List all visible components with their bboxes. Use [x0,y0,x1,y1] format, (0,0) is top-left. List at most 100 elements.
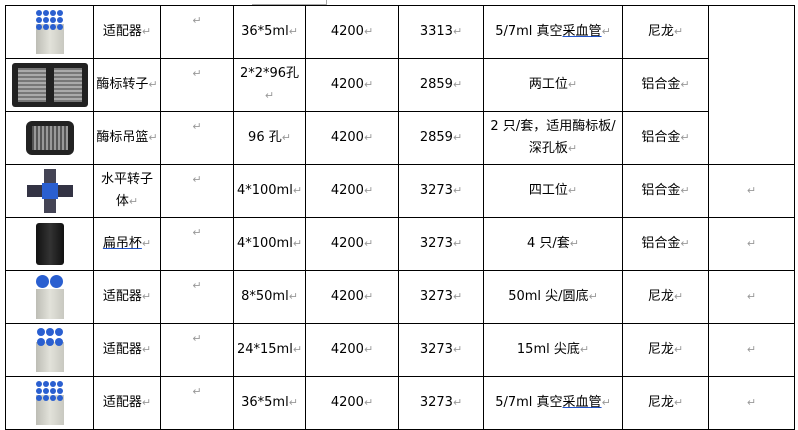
paragraph-mark-icon: ↵ [601,25,611,38]
tube-cap [43,24,49,30]
paragraph-mark-icon: ↵ [673,25,684,38]
tube-cap [43,381,49,387]
tube-cap [36,10,42,16]
material: 尼龙 [647,342,674,357]
flat-bucket-image [35,223,64,265]
capacity: 8*50ml [241,289,289,304]
capacity: 36*5ml [241,395,289,410]
paragraph-mark-icon: ↵ [292,184,303,197]
max-rcf: 3273 [419,342,453,357]
tube-cap [50,17,56,23]
product-name-cell: 酶标吊篮↵ [93,111,161,165]
description-cell: 5/7ml 真空采血管↵ [483,376,623,430]
max-speed-cell: 4200↵ [305,217,399,271]
blank-cell: ↵ [160,164,234,218]
material-cell: 铝合金↵ [622,164,709,218]
table-row: 水平转子体↵ ↵ 4*100ml↵ 4200↵ 3273↵ 四工位↵ 铝合金↵ ↵ [5,164,795,218]
max-speed-cell: 4200↵ [305,376,399,430]
tube-cap [36,275,49,288]
product-image-cell [5,111,94,165]
max-rcf-cell: 3273↵ [398,376,484,430]
tube-cap [45,328,54,336]
tube-cap [57,10,63,16]
merged-extra-cell [708,5,795,165]
paragraph-mark-icon: ↵ [680,131,690,144]
max-speed: 4200 [330,77,364,92]
paragraph-mark-icon: ↵ [363,290,374,303]
max-rcf: 2859 [419,130,453,145]
adapter-36x5ml-image [32,10,68,54]
tube-caps [35,10,65,30]
product-name: 适配器 [102,24,142,39]
product-name: 扁吊杯 [102,236,142,251]
paragraph-mark-icon: ↵ [746,184,757,197]
paragraph-mark-icon: ↵ [579,343,590,356]
paragraph-mark-icon: ↵ [567,78,578,91]
paragraph-mark-icon: ↵ [746,343,757,356]
product-name-cell: 适配器↵ [93,270,161,324]
max-rcf: 3313 [419,24,453,39]
blank-cell: ↵ [160,217,234,271]
material-cell: 尼龙↵ [622,5,709,59]
paragraph-mark-icon: ↵ [141,396,152,409]
max-rcf-cell: 3273↵ [398,323,484,377]
max-speed-cell: 4200↵ [305,323,399,377]
paragraph-mark-icon: ↵ [148,131,158,144]
tube-cap [57,24,63,30]
description-cell: 4 只/套↵ [483,217,623,271]
product-name-cell: 适配器↵ [93,323,161,377]
max-speed: 4200 [330,395,364,410]
paragraph-mark-icon: ↵ [192,67,202,80]
paragraph-mark-icon: ↵ [452,184,463,197]
max-speed-cell: 4200↵ [305,111,399,165]
tube-caps [35,328,65,346]
blank-cell: ↵ [160,323,234,377]
description: 四工位 [528,183,568,198]
product-name-cell: 酶标转子↵ [93,58,161,112]
product-image-cell [5,323,94,377]
blank-cell: ↵ [160,270,234,324]
table-row: 适配器↵ ↵ 36*5ml↵ 4200↵ 3273↵ 5/7ml 真空采血管↵ 尼龙↵ ↵ [5,376,795,430]
description: 50ml 尖/圆底 [508,289,589,304]
table-row: 酶标吊篮↵ ↵ 96 孔↵ 4200↵ 2859↵ 2 只/套，适用酶标板/深孔板↵ 铝合金… [5,111,795,165]
tube-cap [57,395,63,401]
tube-cap [36,24,42,30]
paragraph-mark-icon: ↵ [141,343,152,356]
capacity-cell: 8*50ml↵ [233,270,306,324]
paragraph-mark-icon: ↵ [264,89,275,102]
product-name: 适配器 [102,395,142,410]
blank-cell: ↵ [160,111,234,165]
max-rcf: 3273 [419,395,453,410]
paragraph-mark-icon: ↵ [746,290,757,303]
tube-cap [57,17,63,23]
description: 4 只/套 [526,236,570,251]
table-row: 扁吊杯↵ ↵ 4*100ml↵ 4200↵ 3273↵ 4 只/套↵ 铝合金↵ ↵ [5,217,795,271]
product-name-cell: 扁吊杯↵ [93,217,161,271]
paragraph-mark-icon: ↵ [452,25,463,38]
max-rcf-cell: 3313↵ [398,5,484,59]
capacity-cell: 36*5ml↵ [233,5,306,59]
microplate-basket-image [25,121,74,155]
paragraph-mark-icon: ↵ [363,343,374,356]
paragraph-mark-icon: ↵ [567,184,578,197]
material: 尼龙 [647,24,674,39]
description-underlined: 采血管 [562,24,602,39]
product-name-cell: 适配器↵ [93,5,161,59]
material: 铝合金 [641,77,681,92]
paragraph-mark-icon: ↵ [680,78,690,91]
extra-cell: ↵ [708,164,795,218]
capacity: 36*5ml [241,24,289,39]
material-cell: 铝合金↵ [622,111,709,165]
max-rcf-cell: 3273↵ [398,164,484,218]
blank-cell: ↵ [160,58,234,112]
paragraph-mark-icon: ↵ [363,78,374,91]
material: 铝合金 [641,130,681,145]
paragraph-mark-icon: ↵ [288,290,298,303]
capacity: 24*15ml [236,342,293,357]
description-underlined: 采血管 [562,395,602,410]
product-name-cell: 适配器↵ [93,376,161,430]
max-rcf-cell: 2859↵ [398,111,484,165]
product-image-cell [5,58,94,112]
accessory-table: 适配器↵ ↵ 36*5ml↵ 4200↵ 3313↵ 5/7ml 真空采血管↵ 尼龙↵ 酶标转… [5,5,795,430]
paragraph-mark-icon: ↵ [452,343,463,356]
